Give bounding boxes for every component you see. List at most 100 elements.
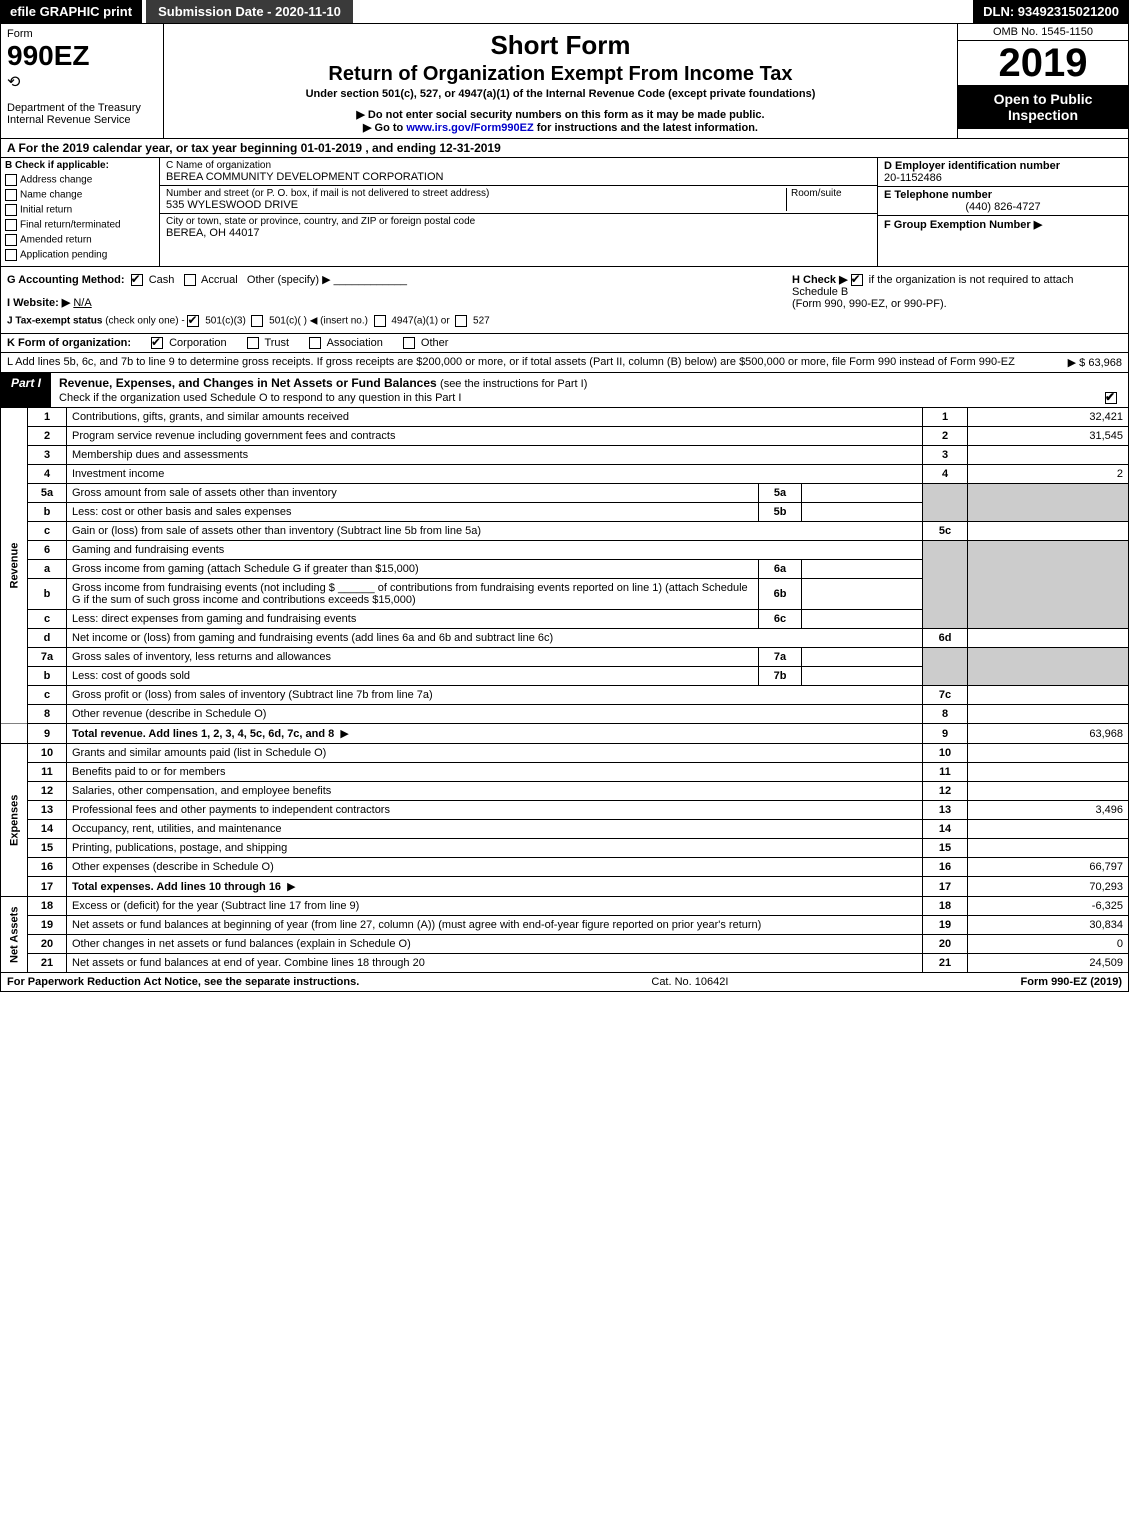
- ln-16-val: 66,797: [968, 858, 1129, 877]
- checkbox-trust[interactable]: [247, 337, 259, 349]
- label-phone: E Telephone number: [884, 189, 1122, 201]
- checkbox-other-org[interactable]: [403, 337, 415, 349]
- checkbox-final-return[interactable]: [5, 219, 17, 231]
- ln-1-rn: 1: [923, 408, 968, 427]
- ln-15-val: [968, 839, 1129, 858]
- vlabel-netassets: Net Assets: [1, 897, 28, 973]
- footer-right: Form 990-EZ (2019): [1021, 976, 1122, 988]
- ln-5a-desc: Gross amount from sale of assets other t…: [67, 484, 759, 503]
- ln-16-num: 16: [28, 858, 67, 877]
- checkbox-pending[interactable]: [5, 249, 17, 261]
- ln-5ab-shaded-val: [968, 484, 1129, 522]
- title-return: Return of Organization Exempt From Incom…: [170, 63, 951, 86]
- checkbox-501c3[interactable]: [187, 315, 199, 327]
- ln-13-num: 13: [28, 801, 67, 820]
- ln-6a-num: a: [28, 560, 67, 579]
- ln-6d-desc: Net income or (loss) from gaming and fun…: [67, 629, 923, 648]
- ln-19-rn: 19: [923, 916, 968, 935]
- checkbox-initial-return[interactable]: [5, 204, 17, 216]
- label-room: Room/suite: [791, 188, 871, 199]
- vlabel-revenue: Revenue: [1, 408, 28, 724]
- ln-7b-num: b: [28, 667, 67, 686]
- checkbox-association[interactable]: [309, 337, 321, 349]
- ln-11-desc: Benefits paid to or for members: [67, 763, 923, 782]
- ln-7b-mid: 7b: [759, 667, 802, 686]
- checkbox-527[interactable]: [455, 315, 467, 327]
- efile-print-button[interactable]: efile GRAPHIC print: [0, 0, 142, 23]
- ln-14-desc: Occupancy, rent, utilities, and maintena…: [67, 820, 923, 839]
- checkbox-corporation[interactable]: [151, 337, 163, 349]
- ln-6d-rn: 6d: [923, 629, 968, 648]
- goto-suffix: for instructions and the latest informat…: [537, 122, 758, 134]
- ln-11-rn: 11: [923, 763, 968, 782]
- checkbox-name-change[interactable]: [5, 189, 17, 201]
- checkbox-cash[interactable]: [131, 274, 143, 286]
- ln-9-rn: 9: [923, 724, 968, 744]
- submission-date-button[interactable]: Submission Date - 2020-11-10: [146, 0, 353, 23]
- ln-12-desc: Salaries, other compensation, and employ…: [67, 782, 923, 801]
- checkbox-4947[interactable]: [374, 315, 386, 327]
- part-i-check-line: Check if the organization used Schedule …: [59, 392, 461, 404]
- ln-6b-mid: 6b: [759, 579, 802, 610]
- ln-7ab-shaded: [923, 648, 968, 686]
- ln-7c-num: c: [28, 686, 67, 705]
- part-i-subtitle: (see the instructions for Part I): [440, 378, 587, 390]
- ln-7b-desc: Less: cost of goods sold: [67, 667, 759, 686]
- opt-accrual: Accrual: [201, 274, 238, 286]
- irs-link[interactable]: www.irs.gov/Form990EZ: [406, 122, 533, 134]
- subtitle-ssn-warning: ▶ Do not enter social security numbers o…: [170, 108, 951, 121]
- value-phone: (440) 826-4727: [884, 201, 1122, 213]
- ln-4-desc: Investment income: [67, 465, 923, 484]
- ln-5a-midval: [802, 484, 923, 503]
- title-short-form: Short Form: [170, 30, 951, 61]
- rev-spacer: [1, 724, 28, 744]
- line-a-tax-year: A For the 2019 calendar year, or tax yea…: [0, 139, 1129, 158]
- inspection-line2: Inspection: [960, 107, 1126, 123]
- opt-501c3: 501(c)(3): [205, 316, 246, 327]
- form-title-block: Short Form Return of Organization Exempt…: [164, 24, 958, 138]
- ln-15-desc: Printing, publications, postage, and shi…: [67, 839, 923, 858]
- opt-527: 527: [473, 316, 490, 327]
- ln-7c-desc: Gross profit or (loss) from sales of inv…: [67, 686, 923, 705]
- ln-13-val: 3,496: [968, 801, 1129, 820]
- ln-21-desc: Net assets or fund balances at end of ye…: [67, 954, 923, 973]
- checkbox-address-change[interactable]: [5, 174, 17, 186]
- inspection-line1: Open to Public: [960, 91, 1126, 107]
- ln-13-rn: 13: [923, 801, 968, 820]
- ln-4-rn: 4: [923, 465, 968, 484]
- value-org-name: BEREA COMMUNITY DEVELOPMENT CORPORATION: [166, 171, 871, 183]
- ln-6c-mid: 6c: [759, 610, 802, 629]
- checkbox-accrual[interactable]: [184, 274, 196, 286]
- subtitle-code: Under section 501(c), 527, or 4947(a)(1)…: [170, 88, 951, 100]
- line-l-text: L Add lines 5b, 6c, and 7b to line 9 to …: [7, 356, 1015, 369]
- label-street: Number and street (or P. O. box, if mail…: [166, 188, 786, 199]
- ln-7b-midval: [802, 667, 923, 686]
- checkbox-h[interactable]: [851, 274, 863, 286]
- checkbox-amended[interactable]: [5, 234, 17, 246]
- ln-3-rn: 3: [923, 446, 968, 465]
- ln-7c-val: [968, 686, 1129, 705]
- ln-21-rn: 21: [923, 954, 968, 973]
- ln-5c-num: c: [28, 522, 67, 541]
- ln-7a-num: 7a: [28, 648, 67, 667]
- ln-2-rn: 2: [923, 427, 968, 446]
- part-i-title: Revenue, Expenses, and Changes in Net As…: [59, 376, 437, 390]
- ln-19-desc: Net assets or fund balances at beginning…: [67, 916, 923, 935]
- ln-14-num: 14: [28, 820, 67, 839]
- line-l-amount: ▶ $ 63,968: [1068, 356, 1122, 369]
- label-accounting-method: G Accounting Method:: [7, 274, 125, 286]
- ln-16-desc: Other expenses (describe in Schedule O): [67, 858, 923, 877]
- ln-7ab-shaded-val: [968, 648, 1129, 686]
- ln-9-val: 63,968: [968, 724, 1129, 744]
- ln-20-val: 0: [968, 935, 1129, 954]
- ln-19-val: 30,834: [968, 916, 1129, 935]
- ln-1-desc: Contributions, gifts, grants, and simila…: [67, 408, 923, 427]
- form-number: 990EZ: [7, 40, 157, 72]
- ln-20-rn: 20: [923, 935, 968, 954]
- ln-21-val: 24,509: [968, 954, 1129, 973]
- irs-label: Internal Revenue Service: [7, 114, 157, 126]
- checkbox-501c[interactable]: [251, 315, 263, 327]
- ln-6-num: 6: [28, 541, 67, 560]
- checkbox-schedule-o[interactable]: [1105, 392, 1117, 404]
- label-pending: Application pending: [20, 250, 107, 261]
